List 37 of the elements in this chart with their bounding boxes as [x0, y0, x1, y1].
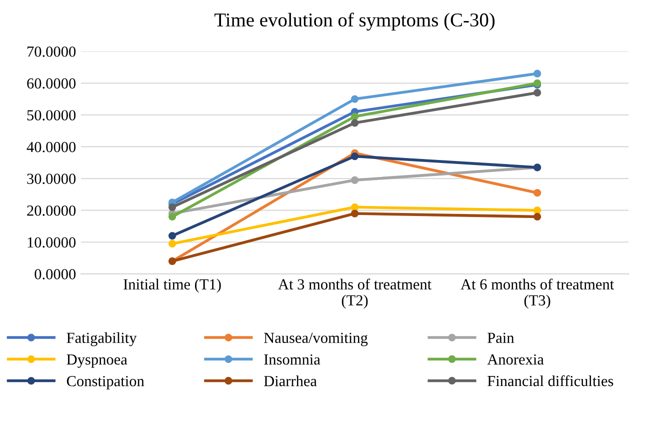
y-tick-label: 0.0000 [34, 269, 76, 280]
x-tick-label: At 3 months of treatment (T2) [278, 278, 432, 309]
legend-label: Constipation [66, 376, 144, 390]
legend-label: Dyspnoea [66, 354, 128, 368]
legend-label: Financial difficulties [488, 375, 614, 386]
chart-title: Time evolution of symptoms (C-30) [214, 12, 495, 31]
legend-label: Nausea/vomiting [264, 332, 368, 346]
y-tick-label: 30.0000 [27, 174, 76, 184]
legend-label: Fatigability [66, 332, 137, 346]
x-tick-label: At 6 months of treatment (T3) [460, 278, 614, 309]
point [350, 203, 359, 211]
point [168, 203, 176, 211]
point [533, 70, 542, 78]
legend-label: Diarrhea [264, 375, 317, 386]
point [168, 212, 176, 221]
y-tick-label: 60.0000 [27, 78, 76, 89]
point [533, 88, 542, 97]
x-tick-label: Initial time (T1) [124, 278, 221, 293]
point [533, 189, 542, 197]
point [533, 206, 542, 214]
point [350, 210, 359, 218]
point [350, 176, 359, 184]
point [350, 112, 359, 120]
y-tick-label: 70.0000 [27, 46, 76, 57]
point [350, 95, 359, 103]
legend-label: Insomnia [264, 354, 320, 365]
point [350, 152, 359, 160]
point [168, 240, 176, 248]
point [350, 119, 359, 127]
y-tick-label: 20.0000 [27, 205, 76, 216]
y-tick-label: 10.0000 [28, 237, 76, 248]
legend-label: Anorexia [487, 354, 544, 365]
point [533, 212, 542, 221]
point [168, 232, 176, 240]
y-tick-label: 50.0000 [27, 110, 76, 120]
y-tick-label: 40.0000 [26, 142, 76, 152]
legend-label: Pain [488, 332, 514, 344]
